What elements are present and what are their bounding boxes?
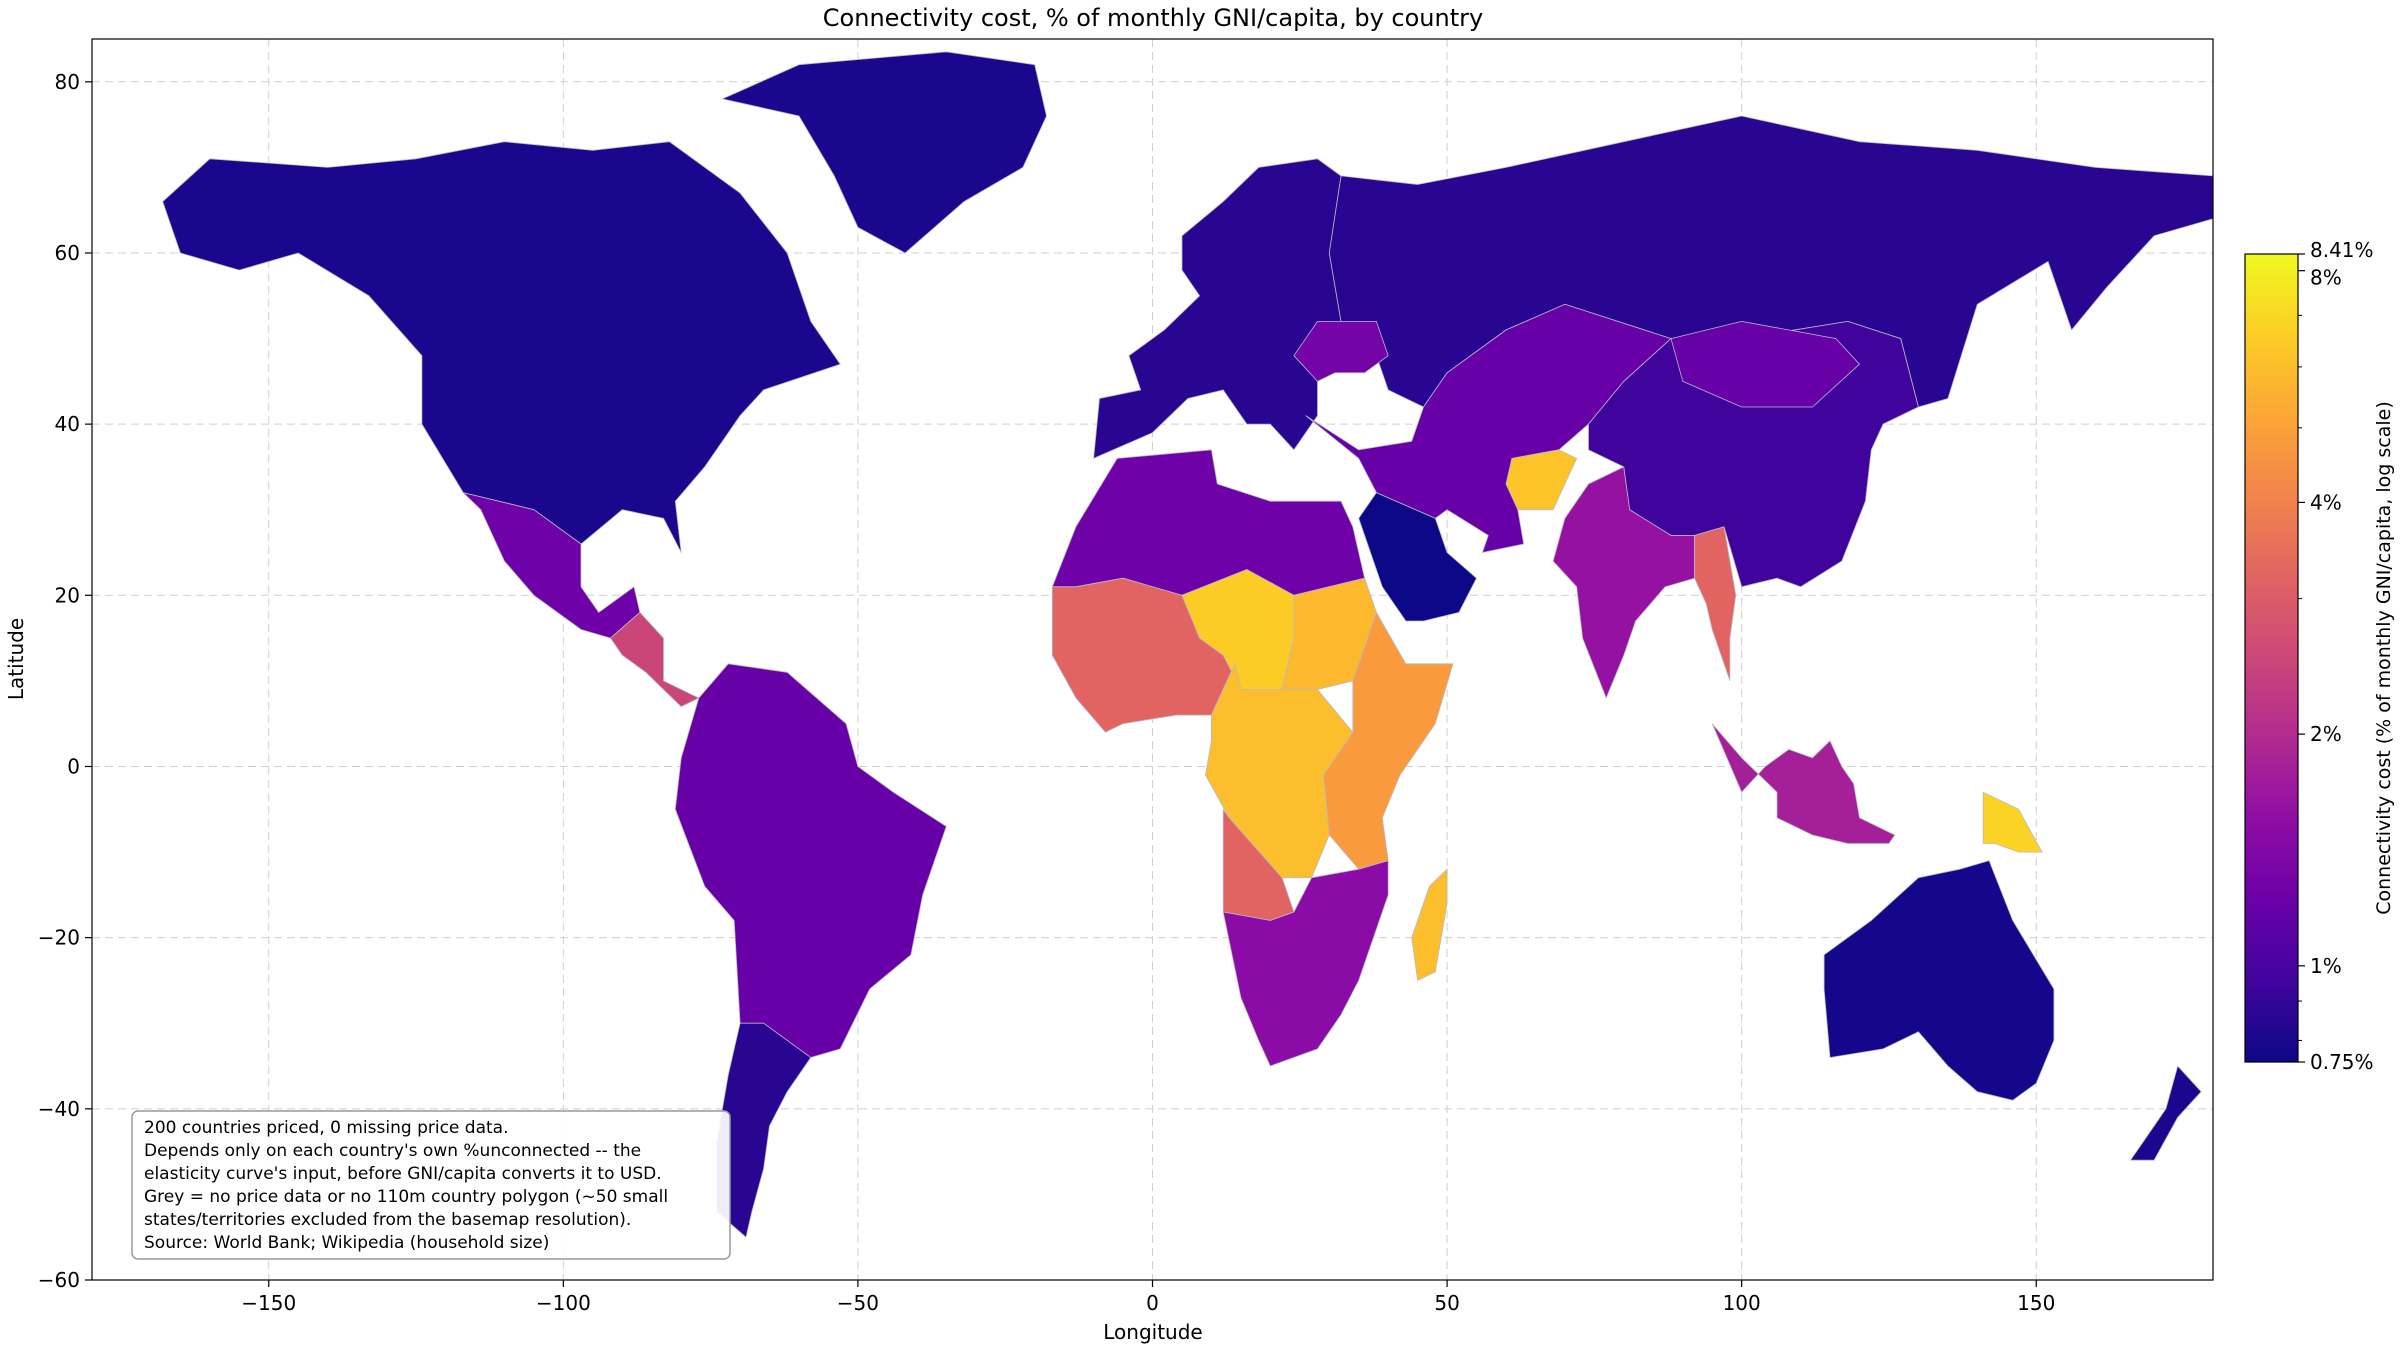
x-tick-label: −150 [241, 1291, 296, 1315]
region-central-africa [1205, 662, 1354, 879]
y-tick-label: 20 [55, 583, 80, 607]
x-tick-label: 0 [1146, 1291, 1159, 1315]
y-tick-label: 40 [55, 412, 80, 436]
annotation-line: Source: World Bank; Wikipedia (household… [144, 1233, 549, 1253]
region-new-zealand [2129, 1065, 2202, 1161]
x-axis-ticks: −150 −100 −50 0 50 100 150 [241, 1280, 2055, 1315]
y-axis-label: Latitude [4, 618, 28, 700]
country-polygons [162, 51, 2214, 1238]
region-madagascar [1411, 868, 1448, 981]
annotation-line: Depends only on each country's own %unco… [144, 1141, 641, 1161]
x-tick-label: 100 [1723, 1291, 1761, 1315]
colorbar-ticks: 0.75% 1% 2% 4% 8% 8.41% [2298, 238, 2374, 1074]
y-tick-label: −20 [38, 926, 80, 950]
colorbar-tick-label: 8% [2310, 266, 2342, 290]
region-papua-new-guinea [1982, 791, 2043, 853]
y-tick-label: −40 [38, 1097, 80, 1121]
colorbar-tick-label: 1% [2310, 954, 2342, 978]
region-ukraine [1293, 321, 1389, 382]
map-plot-area [91, 38, 2214, 1281]
y-tick-label: −60 [38, 1268, 80, 1292]
y-axis-ticks: −60 −40 −20 0 20 40 60 80 [38, 70, 92, 1292]
region-north-america [162, 141, 841, 553]
y-tick-label: 0 [67, 754, 80, 778]
x-tick-label: 50 [1434, 1291, 1459, 1315]
colorbar-tick-label: 4% [2310, 490, 2342, 514]
colorbar-tick-label: 8.41% [2310, 238, 2374, 262]
annotation-line: Grey = no price data or no 110m country … [144, 1187, 668, 1207]
annotation-box: 200 countries priced, 0 missing price da… [131, 1110, 731, 1260]
y-tick-label: 80 [55, 70, 80, 94]
annotation-line: 200 countries priced, 0 missing price da… [144, 1118, 508, 1138]
region-southern-africa [1222, 860, 1389, 1067]
annotation-frame [131, 1110, 731, 1260]
x-tick-label: −100 [536, 1291, 591, 1315]
region-southern-cone [716, 1022, 812, 1238]
chart-title: Connectivity cost, % of monthly GNI/capi… [823, 4, 1483, 32]
annotation-line: elasticity curve's input, before GNI/cap… [144, 1164, 662, 1184]
region-afghanistan [1505, 449, 1578, 511]
colorbar: 0.75% 1% 2% 4% 8% 8.41% Connectivity cost (% … [2244, 238, 2395, 1074]
x-tick-label: −50 [837, 1291, 879, 1315]
region-indonesia [1711, 723, 1896, 844]
colorbar-tick-label: 2% [2310, 722, 2342, 746]
region-greenland [721, 51, 1047, 254]
region-mongolia [1670, 320, 1861, 408]
y-tick-label: 60 [55, 241, 80, 265]
colorbar-gradient [2244, 253, 2299, 1063]
x-tick-label: 150 [2017, 1291, 2055, 1315]
colorbar-tick-label: 0.75% [2310, 1050, 2374, 1074]
x-axis-label: Longitude [1103, 1320, 1202, 1344]
region-australia [1823, 860, 2055, 1101]
colorbar-label: Connectivity cost (% of monthly GNI/capi… [2373, 401, 2395, 915]
region-south-america [674, 663, 947, 1093]
annotation-line: states/territories excluded from the bas… [144, 1210, 631, 1230]
